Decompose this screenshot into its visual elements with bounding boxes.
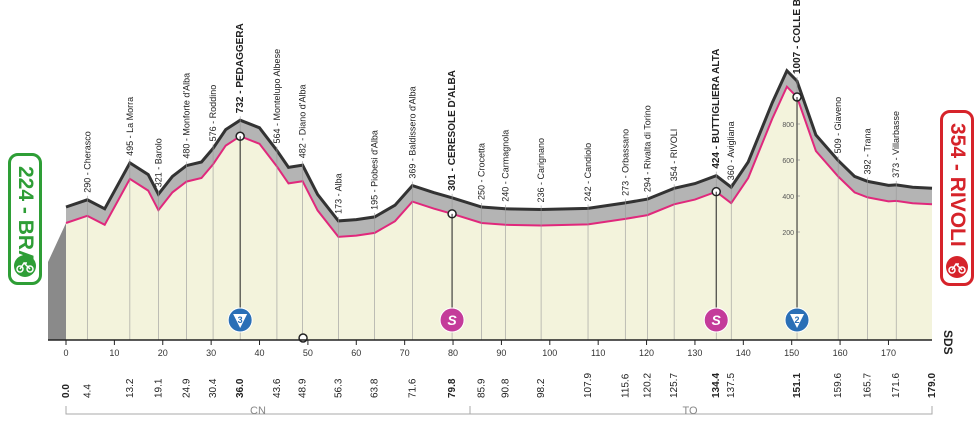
- km-tick-label: 20: [158, 348, 168, 358]
- km-label: 120.2: [643, 373, 654, 398]
- waypoint-label: 392 - Trana: [863, 128, 873, 174]
- km-label: 159.6: [833, 373, 844, 398]
- region-label-to: TO: [682, 405, 698, 417]
- km-label: 125.7: [669, 373, 680, 398]
- km-label: 134.4: [711, 373, 722, 398]
- waypoint-label: 509 - Giaveno: [833, 97, 843, 154]
- waypoint-label: 424 - BUTTIGLIERA ALTA: [711, 49, 722, 169]
- km-label: 90.8: [500, 378, 511, 398]
- km-label: 151.1: [792, 373, 803, 398]
- sprint-label: S: [447, 312, 457, 328]
- terrain-top-line: [65, 68, 933, 223]
- km-tick-label: 30: [206, 348, 216, 358]
- waypoint-label: 321 - Barolo: [153, 138, 163, 187]
- km-tick-label: 120: [639, 348, 654, 358]
- km-label: 0.0: [61, 384, 72, 398]
- km-label: 171.6: [891, 373, 902, 398]
- elevation-tick-label: 400: [782, 194, 794, 201]
- km-label: 13.2: [125, 378, 136, 398]
- km-tick-label: 100: [542, 348, 557, 358]
- km-label: 115.6: [620, 373, 631, 398]
- sprint-icon: [439, 307, 465, 333]
- km-tick-label: 140: [736, 348, 751, 358]
- waypoint-label: 576 - Roddino: [208, 85, 218, 142]
- km-tick-label: 160: [833, 348, 848, 358]
- km-label: 137.5: [726, 373, 737, 398]
- region-label-cn: CN: [250, 405, 266, 417]
- km-tick-label: 70: [400, 348, 410, 358]
- waypoint-label: 236 - Carignano: [536, 138, 546, 203]
- start-town-label: 224 - BRA: [14, 166, 37, 266]
- km-label: 56.3: [333, 378, 344, 398]
- waypoint-label: 273 - Orbassano: [620, 129, 630, 196]
- elevation-tick-label: 800: [782, 122, 794, 129]
- feed-zone-icon: [298, 333, 308, 343]
- waypoint-label: 294 - Rivalta di Torino: [643, 105, 653, 192]
- km-tick-label: 10: [109, 348, 119, 358]
- km-label: 98.2: [536, 378, 547, 398]
- climb-category-label: 3: [238, 315, 243, 325]
- km-label: 43.6: [272, 378, 283, 398]
- waypoint-label: 250 - Crocetta: [477, 143, 487, 200]
- elevation-area: [66, 86, 932, 340]
- waypoint-label: 564 - Montelupo Albese: [272, 49, 282, 144]
- km-tick-label: 60: [351, 348, 361, 358]
- km-label: 24.9: [181, 378, 192, 398]
- waypoint-label: 482 - Diano d'Alba: [298, 84, 308, 158]
- waypoint-label: 242 - Candiolo: [583, 143, 593, 202]
- waypoint-label: 369 - Baldissero d'Alba: [407, 86, 417, 178]
- waypoint-label: 354 - RIVOLI: [669, 129, 679, 182]
- km-tick-label: 50: [303, 348, 313, 358]
- km-label: 19.1: [153, 378, 164, 398]
- waypoint-label: 360 - Avigliana: [726, 121, 736, 180]
- km-tick-label: 80: [448, 348, 458, 358]
- waypoint-label: 732 - PEDAGGERA: [235, 23, 246, 113]
- climb-triangle-icon: [233, 314, 248, 328]
- waypoint-label: 480 - Monforte d'Alba: [181, 73, 191, 159]
- km-label: 30.4: [208, 378, 219, 398]
- elevation-line: [65, 84, 933, 238]
- km-label: 85.9: [477, 378, 488, 398]
- waypoint-label: 373 - Villarbasse: [891, 111, 901, 178]
- waypoint-label: 301 - CERESOLE D'ALBA: [447, 70, 458, 191]
- km-tick-label: 130: [687, 348, 702, 358]
- km-tick-label: 150: [784, 348, 799, 358]
- km-label: 4.4: [82, 384, 93, 398]
- sprint-icon: [703, 307, 729, 333]
- brand-logo-text: SDS: [941, 330, 955, 355]
- km-label: 63.8: [370, 378, 381, 398]
- waypoint-label: 173 - Alba: [333, 173, 343, 214]
- km-label: 165.7: [863, 373, 874, 398]
- waypoint-label: 240 - Carmagnola: [500, 130, 510, 202]
- region-bracket: [65, 406, 933, 415]
- km-tick-label: 90: [496, 348, 506, 358]
- waypoint-label: 1007 - COLLE BRAIDA: [792, 0, 803, 74]
- waypoint-label: 495 - La Morra: [125, 97, 135, 156]
- finish-bike-icon: [946, 256, 968, 278]
- km-tick-label: 0: [63, 348, 68, 358]
- climb-category-label: 2: [795, 315, 800, 325]
- km-tick-label: 110: [591, 348, 605, 358]
- elevation-tick-label: 600: [782, 158, 794, 165]
- climb-triangle-icon: [790, 314, 805, 328]
- km-label: 36.0: [235, 378, 246, 398]
- sprint-label: S: [712, 312, 722, 328]
- start-badge: 224 - BRA: [8, 153, 42, 285]
- start-bike-icon: [14, 255, 36, 277]
- finish-badge: 354 - RIVOLI: [940, 110, 974, 286]
- km-label: 179.0: [927, 373, 938, 398]
- km-tick-label: 170: [881, 348, 896, 358]
- finish-town-label: 354 - RIVOLI: [946, 123, 969, 247]
- waypoint-label: 195 - Piobesi d'Alba: [370, 130, 380, 210]
- km-label: 71.6: [407, 378, 418, 398]
- elevation-tick-label: 200: [782, 230, 794, 237]
- waypoint-label: 290 - Cherasco: [82, 131, 92, 193]
- km-tick-label: 40: [255, 348, 265, 358]
- km-label: 79.8: [447, 378, 458, 398]
- km-label: 107.9: [583, 373, 594, 398]
- km-label: 48.9: [298, 378, 309, 398]
- start-wall: [48, 223, 66, 340]
